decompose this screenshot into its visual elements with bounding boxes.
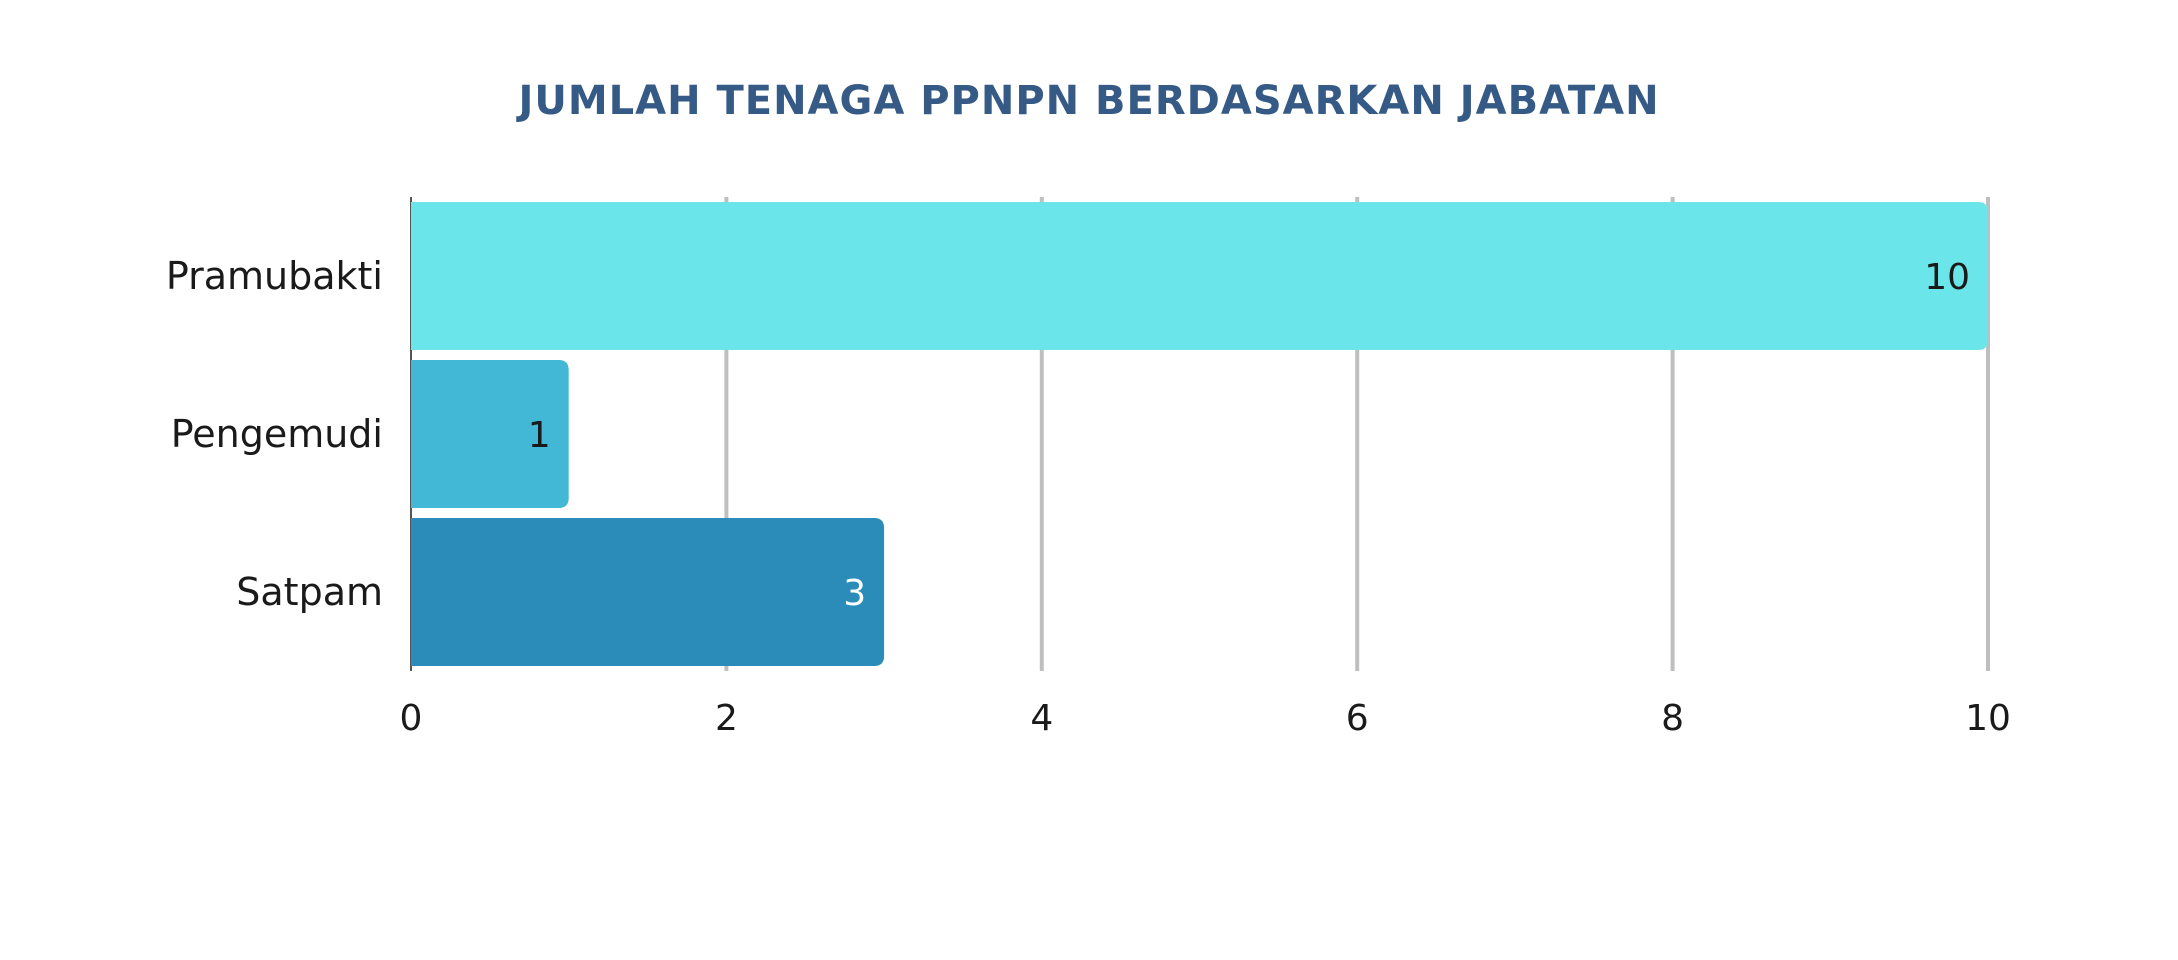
x-tick-label: 4 — [1030, 698, 1053, 739]
bars — [411, 202, 1988, 666]
bar-pengemudi — [411, 360, 569, 508]
value-label: 3 — [843, 573, 866, 614]
x-tick-label: 10 — [1965, 698, 2011, 739]
chart-title: JUMLAH TENAGA PPNPN BERDASARKAN JABATAN — [518, 78, 1660, 124]
category-label: Pengemudi — [171, 412, 383, 456]
x-tick-label: 2 — [715, 698, 738, 739]
category-label: Pramubakti — [166, 254, 383, 298]
value-label: 1 — [528, 415, 551, 456]
bar-pramubakti — [411, 202, 1988, 350]
value-label: 10 — [1924, 257, 1970, 298]
x-tick-label: 8 — [1661, 698, 1684, 739]
x-tick-label: 6 — [1346, 698, 1369, 739]
category-label: Satpam — [236, 570, 383, 614]
category-labels: Pramubakti Pengemudi Satpam — [166, 254, 383, 614]
value-labels: 10 1 3 — [528, 257, 1970, 614]
x-tick-labels: 0 2 4 6 8 10 — [400, 698, 2011, 739]
bar-satpam — [411, 518, 885, 666]
x-tick-label: 0 — [400, 698, 423, 739]
